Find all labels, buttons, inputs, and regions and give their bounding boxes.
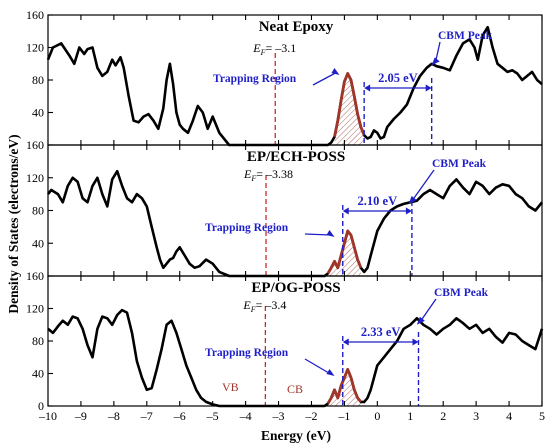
trapping-arrow-line <box>312 72 336 86</box>
trapping-region-curve <box>326 368 362 405</box>
cbm-arrow-line <box>420 298 437 322</box>
y-tick-label: 40 <box>32 367 44 381</box>
x-tick-label: 1 <box>407 409 413 423</box>
x-tick-label: 3 <box>473 409 479 423</box>
panel-1: 2.05 eV 40 80 120 160 Neat Epoxy EF= –3.1 Trapp… <box>26 8 543 147</box>
cbm-peak-label: CBM Peak <box>432 158 487 170</box>
valence-band-label: VB <box>222 380 239 394</box>
x-tick-label: –10 <box>38 409 57 423</box>
x-tick-label: –2 <box>304 409 317 423</box>
y-tick-label: 160 <box>26 138 44 152</box>
y-tick-label: 0 <box>38 399 44 413</box>
trapping-region-curve <box>333 72 366 138</box>
gap-arrowhead-left <box>342 338 349 346</box>
cbm-peak-label: CBM Peak <box>438 30 493 42</box>
gap-arrowhead-left <box>342 207 349 215</box>
gap-arrowhead-right <box>405 207 412 215</box>
trapping-arrowhead <box>326 369 335 376</box>
y-axis-label: Density of States (electrons/eV) <box>6 134 21 313</box>
cbm-arrow-line <box>412 169 435 201</box>
fermi-level-label: EF= –3.1 <box>252 41 296 57</box>
x-tick-label: –8 <box>107 409 120 423</box>
x-tick-label: –9 <box>74 409 87 423</box>
trapping-region-label: Trapping Region <box>205 347 289 359</box>
dos-curve <box>46 25 543 147</box>
cbm-arrowhead <box>431 57 440 66</box>
fermi-level-label: EF= –3.38 <box>243 167 293 183</box>
cbm-arrowhead <box>408 195 417 204</box>
x-tick-label: –5 <box>206 409 219 423</box>
cbm-peak-label: CBM Peak <box>434 287 489 299</box>
x-tick-label: –1 <box>337 409 350 423</box>
y-tick-label: 120 <box>26 302 44 316</box>
y-tick-label: 40 <box>32 106 44 120</box>
gap-arrowhead-right <box>425 84 432 92</box>
dos-curve <box>46 169 544 278</box>
panel-title: EP/OG-POSS <box>251 280 340 296</box>
trapping-arrow-line <box>304 233 331 236</box>
cbm-arrow-line <box>435 41 441 62</box>
x-tick-label: –7 <box>140 409 153 423</box>
band-gap-label: 2.10 eV <box>358 194 398 208</box>
x-tick-label: 0 <box>374 409 380 423</box>
band-gap-label: 2.05 eV <box>378 71 418 85</box>
x-tick-label: 5 <box>539 409 545 423</box>
panel-title: Neat Epoxy <box>259 19 334 35</box>
x-tick-label: –6 <box>173 409 186 423</box>
panel-3: 2.33 eV 0 40 80 120 160 EP/OG-POSS EF= –3.4 Trap… <box>26 269 544 413</box>
fermi-level-label: EF= –3.4 <box>242 298 286 314</box>
band-gap-label: 2.33 eV <box>361 325 401 339</box>
cbm-arrowhead <box>416 316 425 325</box>
trapping-region-curve <box>326 229 363 275</box>
panel-title: EP/ECH-POSS <box>247 149 345 165</box>
conduction-band-label: CB <box>287 382 303 396</box>
y-tick-label: 120 <box>26 171 44 185</box>
x-tick-label: –3 <box>272 409 285 423</box>
y-tick-label: 160 <box>26 8 44 22</box>
y-tick-label: 160 <box>26 269 44 283</box>
x-tick-label: 2 <box>440 409 446 423</box>
y-tick-label: 40 <box>32 236 44 250</box>
y-tick-label: 80 <box>32 73 44 87</box>
trapping-arrowhead <box>326 230 335 237</box>
gap-arrowhead-right <box>412 338 419 346</box>
panel-2: 2.10 eV 40 80 120 160 EP/ECH-POSS EF= –3.38 Tra… <box>26 138 544 278</box>
x-tick-label: –4 <box>239 409 252 423</box>
trapping-arrow-line <box>304 358 331 375</box>
y-tick-label: 80 <box>32 334 44 348</box>
trapping-region-fill <box>334 73 365 145</box>
trapping-region-label: Trapping Region <box>205 222 289 234</box>
trapping-arrowhead <box>331 68 340 75</box>
y-tick-label: 80 <box>32 204 44 218</box>
x-axis-label: Energy (eV) <box>261 428 331 443</box>
x-tick-label: 4 <box>506 409 512 423</box>
y-tick-label: 120 <box>26 41 44 55</box>
gap-arrowhead-left <box>364 84 371 92</box>
trapping-region-label: Trapping Region <box>213 73 297 85</box>
